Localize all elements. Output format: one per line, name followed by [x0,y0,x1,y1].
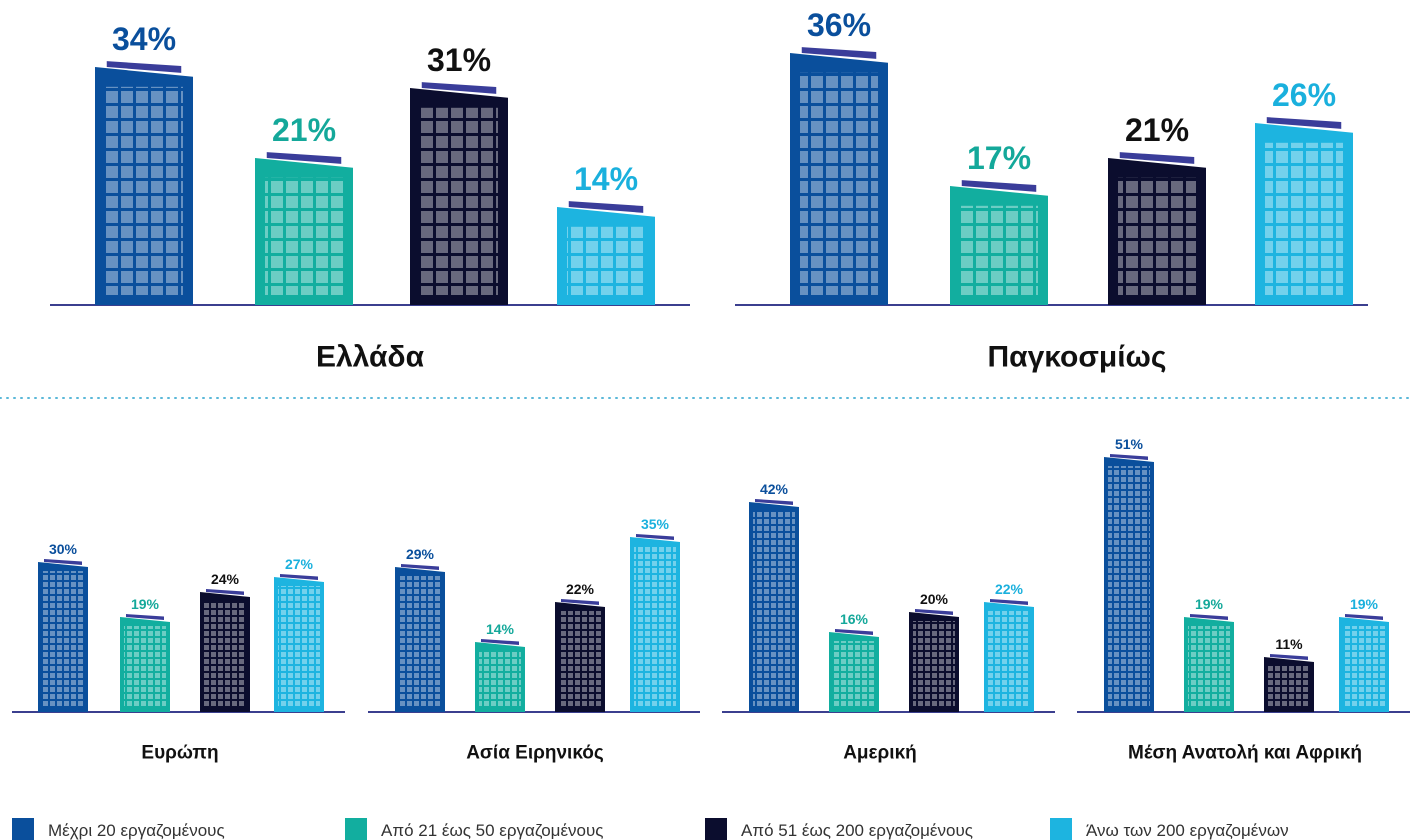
windows [42,571,84,708]
windows [567,226,645,295]
windows [1108,466,1150,708]
chart-title: Ασία Ειρηνικός [466,743,604,764]
legend-swatch [345,818,367,840]
roof-band [801,47,877,59]
roof-band [106,61,182,73]
value-label: 21% [1125,112,1189,148]
windows [265,177,343,295]
legend-label: Άνω των 200 εργαζομένων [1086,821,1289,840]
windows [833,641,875,708]
legend-swatch [12,818,34,840]
windows [124,626,166,708]
chart-title: Αμερική [843,743,917,764]
value-label: 31% [427,42,491,78]
windows [913,621,955,708]
chart-title: Παγκοσμίως [987,341,1166,374]
legend-label: Από 21 έως 50 εργαζομένους [381,821,604,840]
windows [1268,666,1310,708]
roof-band [636,534,674,540]
windows [960,205,1038,295]
windows [278,586,320,708]
windows [1118,177,1196,295]
value-label: 14% [486,621,515,637]
chart-title: Μέση Ανατολή και Αφρική [1128,743,1362,764]
roof-band [1266,117,1342,129]
value-label: 19% [1350,596,1379,612]
value-label: 11% [1275,636,1303,652]
windows [988,611,1030,708]
roof-band [1110,454,1148,460]
legend-label: Από 51 έως 200 εργαζομένους [741,821,973,840]
value-label: 51% [1115,436,1144,452]
chart-title: Ελλάδα [316,341,425,374]
roof-band [990,599,1028,605]
windows [420,107,498,295]
windows [479,651,521,708]
legend-swatch [1050,818,1072,840]
value-label: 26% [1272,77,1336,113]
value-label: 20% [920,591,949,607]
value-label: 22% [995,581,1024,597]
roof-band [481,639,519,645]
windows [1188,626,1230,708]
roof-band [1270,654,1308,660]
windows [800,72,878,295]
value-label: 14% [574,161,638,197]
value-label: 21% [272,112,336,148]
legend-label: Μέχρι 20 εργαζομένους [48,821,225,840]
windows [399,576,441,708]
roof-band [421,82,497,94]
value-label: 36% [807,7,871,43]
roof-band [1345,614,1383,620]
roof-band [1119,152,1195,164]
value-label: 35% [641,516,670,532]
windows [1343,626,1385,708]
value-label: 19% [1195,596,1224,612]
roof-band [126,614,164,620]
roof-band [1190,614,1228,620]
roof-band [561,599,599,605]
value-label: 30% [49,541,78,557]
windows [1265,142,1343,295]
roof-band [266,152,342,164]
windows [105,86,183,295]
value-label: 34% [112,21,176,57]
windows [753,511,795,708]
value-label: 24% [211,571,240,587]
roof-band [835,629,873,635]
roof-band [280,574,318,580]
roof-band [401,564,439,570]
value-label: 42% [760,481,789,497]
windows [559,611,601,708]
windows [634,546,676,708]
roof-band [568,201,644,213]
windows [204,601,246,708]
value-label: 17% [967,140,1031,176]
value-label: 27% [285,556,314,572]
value-label: 19% [131,596,160,612]
roof-band [44,559,82,565]
value-label: 16% [840,611,869,627]
roof-band [915,609,953,615]
roof-band [961,180,1037,192]
chart-title: Ευρώπη [141,743,218,764]
roof-band [755,499,793,505]
roof-band [206,589,244,595]
legend-swatch [705,818,727,840]
value-label: 29% [406,546,435,562]
value-label: 22% [566,581,595,597]
